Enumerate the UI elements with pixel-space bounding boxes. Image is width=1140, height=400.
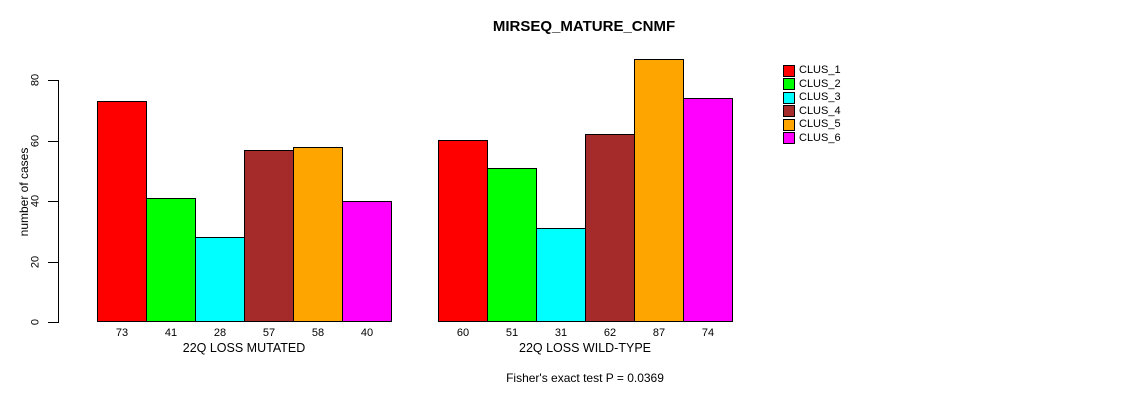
- bar-value-label: 28: [213, 327, 227, 339]
- bar-value-label: 74: [701, 327, 715, 339]
- y-tick-label: 20: [29, 255, 42, 269]
- legend-item: CLUS_2: [783, 78, 841, 91]
- chart-title: MIRSEQ_MATURE_CNMF: [492, 18, 676, 35]
- y-tick-label: 60: [29, 134, 42, 148]
- bar-value-label: 40: [360, 327, 374, 339]
- bar: [195, 237, 245, 322]
- stat-test-caption: Fisher's exact test P = 0.0369: [506, 371, 664, 385]
- legend-label: CLUS_5: [799, 118, 841, 130]
- bar: [342, 201, 392, 322]
- y-tick: [48, 80, 58, 81]
- legend-swatch: [783, 64, 795, 77]
- bar-value-label: 58: [311, 327, 325, 339]
- legend-item: CLUS_5: [783, 118, 841, 131]
- legend-item: CLUS_3: [783, 91, 841, 104]
- legend-swatch: [783, 118, 795, 131]
- legend-label: CLUS_2: [799, 77, 841, 90]
- bar: [487, 168, 537, 322]
- legend-item: CLUS_4: [783, 105, 841, 118]
- bar: [438, 140, 488, 322]
- bar-value-label: 31: [554, 327, 568, 339]
- bar: [634, 59, 684, 322]
- bar: [536, 228, 586, 322]
- bar: [244, 150, 294, 322]
- legend-label: CLUS_3: [799, 91, 841, 103]
- bar-value-label: 87: [652, 327, 666, 339]
- legend-swatch: [783, 91, 795, 104]
- legend-item: CLUS_6: [783, 132, 841, 145]
- bar: [146, 198, 196, 322]
- y-tick-label: 0: [29, 318, 42, 326]
- legend-item: CLUS_1: [783, 64, 841, 77]
- legend-swatch: [783, 105, 795, 117]
- y-tick: [48, 322, 58, 323]
- y-tick: [48, 201, 58, 202]
- legend-swatch: [783, 132, 795, 144]
- y-tick: [48, 262, 58, 263]
- bar: [683, 98, 733, 322]
- bar-value-label: 62: [603, 327, 617, 339]
- bar-value-label: 41: [164, 327, 178, 339]
- bar: [293, 147, 343, 322]
- y-tick: [48, 141, 58, 142]
- bar: [97, 101, 147, 322]
- legend-label: CLUS_6: [799, 131, 841, 144]
- legend-swatch: [783, 78, 795, 90]
- bar: [585, 134, 635, 322]
- group-label: 22Q LOSS WILD-TYPE: [519, 341, 651, 355]
- bar-value-label: 57: [262, 327, 276, 339]
- bar-value-label: 60: [456, 327, 470, 339]
- legend-label: CLUS_4: [799, 104, 841, 117]
- y-tick-label: 40: [29, 194, 42, 208]
- bar-value-label: 73: [115, 327, 129, 339]
- y-axis-line: [58, 80, 59, 323]
- legend-label: CLUS_1: [799, 64, 841, 76]
- bar-value-label: 51: [505, 327, 519, 339]
- group-label: 22Q LOSS MUTATED: [182, 341, 306, 355]
- y-tick-label: 80: [29, 73, 42, 87]
